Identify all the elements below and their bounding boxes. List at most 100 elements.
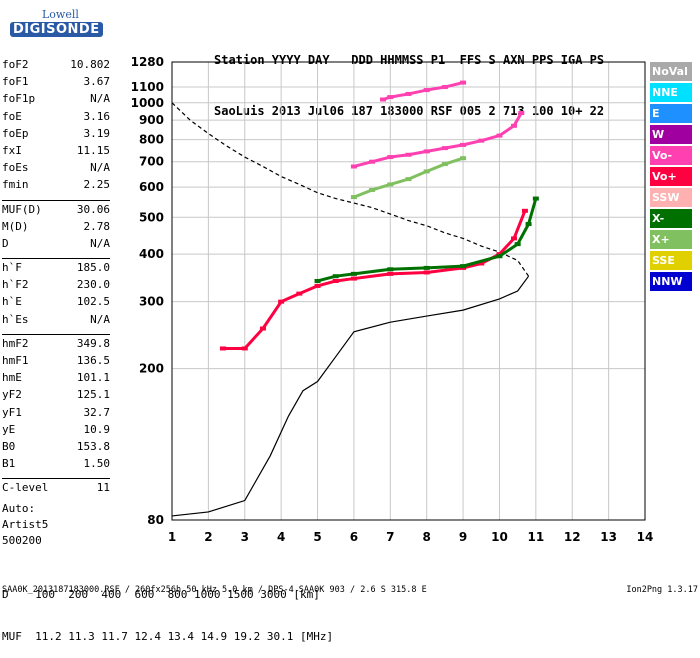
trace-segment xyxy=(390,266,427,271)
auto-line3: 500200 xyxy=(2,533,42,547)
trace-segment xyxy=(498,237,516,256)
legend-item: Vo+ xyxy=(650,167,692,186)
trace-segment xyxy=(353,272,391,281)
param-row: foF1 3.67 xyxy=(2,73,110,90)
param-row: hmE 101.1 xyxy=(2,369,110,386)
x-tick-label: 10 xyxy=(491,530,508,544)
param-row: fxI 11.15 xyxy=(2,142,110,159)
trace-segment xyxy=(444,143,464,150)
x-tick-label: 8 xyxy=(423,530,431,544)
param-value: 32.7 xyxy=(83,405,111,419)
trace-segment xyxy=(353,160,373,168)
param-name: h`F2 xyxy=(2,278,29,292)
x-tick-label: 7 xyxy=(386,530,394,544)
param-value: 11 xyxy=(96,481,110,495)
param-value: 11.15 xyxy=(76,143,110,157)
trace-segment xyxy=(426,85,446,92)
trace-segment xyxy=(512,210,527,239)
header-line2: SaoLuis 2013 Jul06 187 183000 RSF 005 2 … xyxy=(214,104,605,118)
param-name: foEp xyxy=(2,126,29,140)
ionogram-chart: 1 2 3 4 5 6 7 8 9 10 11 12 13 14802003004005006007008… xyxy=(131,55,654,544)
legend-item: W xyxy=(650,125,692,144)
param-name: yF1 xyxy=(2,405,22,419)
autoscaling-info: Auto: Artist5 500200 xyxy=(2,501,110,549)
x-tick-label: 2 xyxy=(204,530,212,544)
param-row: B0 153.8 xyxy=(2,438,110,455)
param-value: 185.0 xyxy=(76,261,110,275)
y-tick-label: 1280 xyxy=(131,55,164,69)
param-name: hmF1 xyxy=(2,354,29,367)
param-row: yE 10.9 xyxy=(2,421,110,438)
param-value: 3.16 xyxy=(83,109,111,123)
param-value: 101.1 xyxy=(76,371,110,385)
param-divider xyxy=(2,252,110,260)
legend-item: NNE xyxy=(650,83,692,102)
param-name: MUF(D) xyxy=(2,202,42,216)
trace-segment xyxy=(512,112,523,127)
trace-segment xyxy=(317,274,337,283)
param-name: fxI xyxy=(2,143,22,157)
trace-segment xyxy=(243,327,265,350)
param-name: h`E xyxy=(2,295,22,309)
param-divider xyxy=(2,194,110,201)
param-value: 230.0 xyxy=(76,278,110,292)
trace-segment xyxy=(426,146,446,153)
trace-segment xyxy=(462,262,482,270)
logo-line1: Lowell xyxy=(42,8,79,21)
param-name: C-level xyxy=(2,481,49,495)
param-value: 153.8 xyxy=(76,439,110,453)
param-name: D xyxy=(2,236,9,250)
logo-line2: DIGISONDE xyxy=(10,22,103,37)
y-tick-label: 400 xyxy=(139,247,164,261)
param-value: N/A xyxy=(90,161,110,175)
param-divider xyxy=(2,328,110,335)
param-row: foF2 10.802 xyxy=(2,56,110,73)
param-name: yF2 xyxy=(2,388,22,402)
y-tick-label: 200 xyxy=(139,362,164,376)
y-tick-label: 800 xyxy=(139,133,164,147)
trace-segment xyxy=(280,292,300,304)
param-name: foE xyxy=(2,109,22,123)
trace-segment xyxy=(261,300,283,330)
trace-segment xyxy=(389,177,409,186)
trace-segment xyxy=(527,198,538,225)
muf-row: MUF 11.2 11.3 11.7 12.4 13.4 14.9 19.2 3… xyxy=(2,630,334,643)
trace-segment xyxy=(480,134,500,143)
param-divider xyxy=(2,472,110,480)
param-name: yE xyxy=(2,422,16,436)
trace-segment xyxy=(382,95,391,101)
muf-table: D 100 200 400 600 800 1000 1500 3000 [km… xyxy=(2,560,333,658)
trace-segment xyxy=(462,254,500,268)
footer-version: Ion2Png 1.3.17 xyxy=(626,585,698,595)
param-row: foE 3.16 xyxy=(2,108,110,125)
muf-profile-dashed-line xyxy=(171,102,530,277)
true-height-profile-line xyxy=(171,275,530,517)
param-name: fmin xyxy=(2,178,29,192)
x-tick-label: 5 xyxy=(313,530,321,544)
legend-item: NNW xyxy=(650,272,692,291)
param-value: 102.5 xyxy=(76,295,110,309)
param-row: h`Es N/A xyxy=(2,311,110,328)
x-tick-label: 6 xyxy=(350,530,358,544)
param-name: h`F xyxy=(2,261,22,275)
param-value: 2.25 xyxy=(83,178,111,192)
param-name: B0 xyxy=(2,439,16,453)
legend-item: SSE xyxy=(650,251,692,270)
param-name: foF1p xyxy=(2,92,36,106)
x-tick-label: 9 xyxy=(459,530,467,544)
y-tick-label: 500 xyxy=(139,210,164,224)
param-value: 30.06 xyxy=(76,202,110,216)
y-tick-label: 80 xyxy=(147,513,164,527)
param-row: M(D) 2.78 xyxy=(2,218,110,235)
param-name: M(D) xyxy=(2,219,29,233)
trace-segment xyxy=(335,272,355,278)
param-row: foF1p N/A xyxy=(2,90,110,107)
param-name: h`Es xyxy=(2,312,29,326)
trace-segment xyxy=(390,153,409,159)
y-tick-label: 1100 xyxy=(131,80,164,94)
legend-item: E xyxy=(650,104,692,123)
header-line1: Station YYYY DAY DDD HHMMSS P1 FFS S AXN… xyxy=(214,53,605,67)
trace-segment xyxy=(390,270,427,276)
legend-item: SSW xyxy=(650,188,692,207)
trace-segment xyxy=(498,242,519,258)
